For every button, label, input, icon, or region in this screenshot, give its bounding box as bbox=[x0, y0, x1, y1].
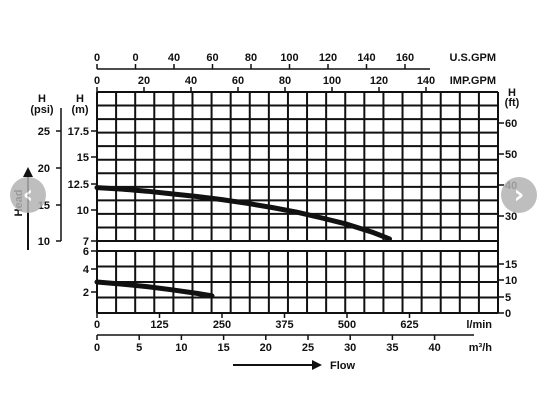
bottom-axis-tick-label: 0 bbox=[94, 319, 100, 331]
flow-axis-title: Flow bbox=[330, 360, 355, 372]
top-axis-tick-label: 120 bbox=[370, 75, 388, 87]
top-axis-tick-label: 160 bbox=[396, 52, 414, 64]
m-axis-tick-label: 12.5 bbox=[68, 179, 89, 191]
bottom-axis-tick-label: 30 bbox=[344, 342, 356, 354]
bottom-axis-tick-label: 375 bbox=[275, 319, 293, 331]
top-axis-tick-label: 120 bbox=[319, 52, 337, 64]
ft-axis-label: H bbox=[508, 87, 516, 99]
psi-axis-tick-label: 20 bbox=[38, 163, 50, 175]
bottom-axis-tick-label: 35 bbox=[386, 342, 398, 354]
bottom-axis-tick-label: 250 bbox=[213, 319, 231, 331]
chevron-left-icon: ‹ bbox=[22, 180, 34, 210]
bottom-axis-tick-label: 500 bbox=[338, 319, 356, 331]
bottom-axis-tick-label: 625 bbox=[400, 319, 418, 331]
ft-axis-tick-label: 30 bbox=[505, 211, 517, 223]
top-axis-tick-label: 0 bbox=[94, 52, 100, 64]
top-axis-tick-label: 60 bbox=[232, 75, 244, 87]
psi-axis-tick-label: 25 bbox=[38, 126, 50, 138]
m-axis-tick-label: 10 bbox=[77, 205, 89, 217]
m-axis-tick-label: 2 bbox=[83, 287, 89, 299]
top-axis-tick-label: 140 bbox=[417, 75, 435, 87]
ft-axis-tick-label: 15 bbox=[505, 259, 517, 271]
ft-axis-tick-label: 10 bbox=[505, 275, 517, 287]
previous-image-button[interactable]: ‹ bbox=[10, 177, 46, 213]
flow-arrow-head bbox=[312, 360, 322, 370]
bottom-axis-tick-label: 5 bbox=[136, 342, 142, 354]
bottom-axis-tick-label: 15 bbox=[217, 342, 229, 354]
m-axis-label: H bbox=[76, 93, 84, 105]
head-arrow-head bbox=[23, 167, 33, 177]
m-axis-tick-label: 4 bbox=[83, 264, 90, 276]
top-axis-tick-label: 40 bbox=[168, 52, 180, 64]
psi-axis-tick-label: 10 bbox=[38, 236, 50, 248]
ft-axis-tick-label: 0 bbox=[505, 308, 511, 320]
bottom-axis-tick-label: 10 bbox=[175, 342, 187, 354]
m-axis-tick-label: 17.5 bbox=[68, 126, 89, 138]
top-axis-tick-label: 0 bbox=[94, 75, 100, 87]
m-axis-tick-label: 6 bbox=[83, 246, 89, 258]
top-axis-tick-label: 20 bbox=[138, 75, 150, 87]
psi-axis-label: (psi) bbox=[30, 104, 54, 116]
psi-axis-label: H bbox=[38, 93, 46, 105]
bottom-axis-tick-label: 25 bbox=[302, 342, 314, 354]
top-axis-tick-label: 100 bbox=[323, 75, 341, 87]
top-axis-tick-label: 0 bbox=[132, 52, 138, 64]
ft-axis-tick-label: 60 bbox=[505, 118, 517, 130]
bottom-axis-unit-label: l/min bbox=[466, 319, 492, 331]
m-axis-tick-label: 7 bbox=[83, 236, 89, 248]
bottom-axis-tick-label: 0 bbox=[94, 342, 100, 354]
bottom-axis-unit-label: m³/h bbox=[469, 342, 493, 354]
top-axis-tick-label: 40 bbox=[185, 75, 197, 87]
bottom-axis-tick-label: 125 bbox=[150, 319, 168, 331]
top-axis-tick-label: 140 bbox=[357, 52, 375, 64]
top-axis-tick-label: 100 bbox=[280, 52, 298, 64]
top-axis-unit-label: U.S.GPM bbox=[450, 52, 496, 64]
top-axis-tick-label: 80 bbox=[279, 75, 291, 87]
top-axis-tick-label: 80 bbox=[245, 52, 257, 64]
bottom-axis-tick-label: 20 bbox=[260, 342, 272, 354]
ft-axis-label: (ft) bbox=[505, 97, 520, 109]
ft-axis-tick-label: 50 bbox=[505, 149, 517, 161]
m-axis-tick-label: 15 bbox=[77, 152, 89, 164]
top-axis-unit-label: IMP.GPM bbox=[450, 75, 496, 87]
m-axis-label: (m) bbox=[71, 104, 88, 116]
bottom-axis-tick-label: 40 bbox=[428, 342, 440, 354]
ft-axis-tick-label: 5 bbox=[505, 292, 511, 304]
head-curve-lower bbox=[94, 279, 215, 299]
chevron-right-icon: › bbox=[513, 180, 525, 210]
head-curve-upper bbox=[94, 185, 392, 242]
next-image-button[interactable]: › bbox=[501, 177, 537, 213]
top-axis-tick-label: 60 bbox=[206, 52, 218, 64]
